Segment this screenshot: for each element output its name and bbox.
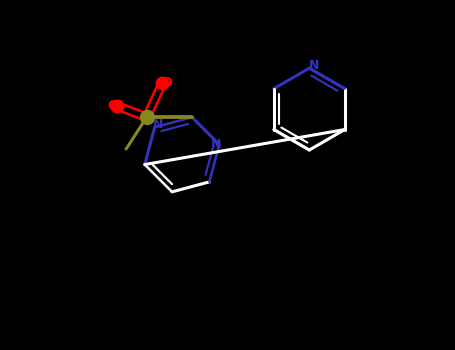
Text: N: N [308,60,319,72]
Text: N: N [211,138,221,151]
Text: N: N [153,118,163,132]
Text: O: O [107,99,119,113]
Text: O: O [160,76,172,90]
